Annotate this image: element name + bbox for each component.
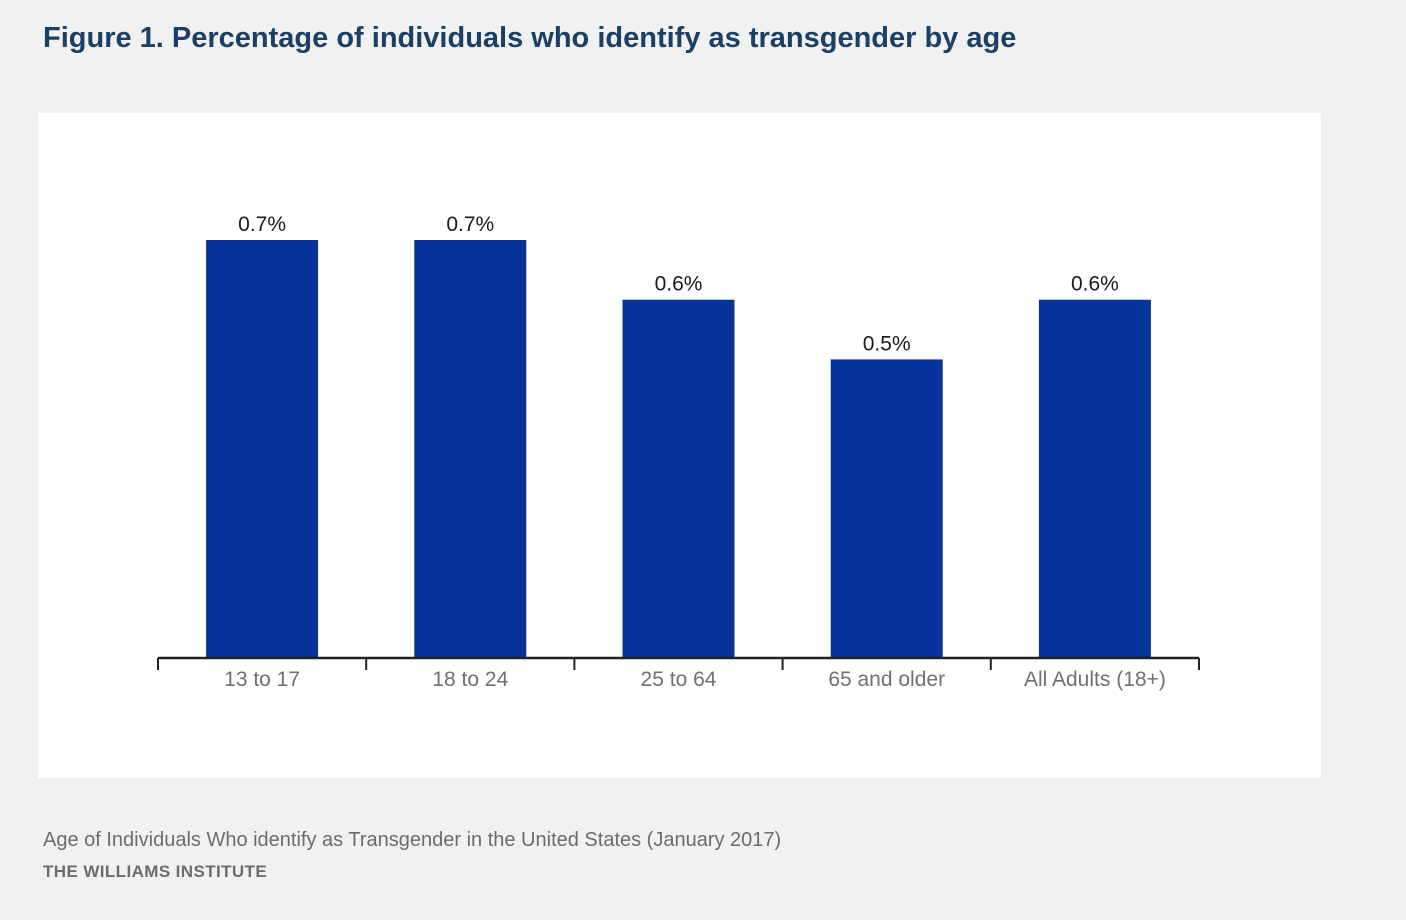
figure-source: THE WILLIAMS INSTITUTE	[43, 862, 268, 881]
bar-value-label: 0.5%	[863, 332, 911, 355]
x-tick-label: 65 and older	[828, 668, 945, 691]
bar-value-label: 0.7%	[238, 213, 286, 236]
x-tick-label: 25 to 64	[641, 668, 717, 691]
bar-5	[1038, 299, 1151, 658]
figure-title: Figure 1. Percentage of individuals who …	[43, 22, 1017, 54]
bar-value-label: 0.6%	[655, 273, 703, 296]
bar-1	[206, 240, 319, 658]
figure-caption: Age of Individuals Who identify as Trans…	[43, 829, 782, 851]
x-tick-label: 18 to 24	[432, 668, 508, 691]
bar-chart: 0.7% 0.7% 0.6% 0.5% 0.6% 13 to 17 18 to 24 25 t…	[157, 213, 1200, 691]
x-tick-label: 13 to 17	[224, 668, 300, 691]
bar-4	[830, 359, 943, 658]
chart-panel: 0.7% 0.7% 0.6% 0.5% 0.6% 13 to 17 18 to 24 25 t…	[38, 113, 1321, 778]
bar-value-label: 0.7%	[446, 213, 494, 236]
bar-2	[414, 240, 527, 658]
x-tick-label: All Adults (18+)	[1024, 668, 1166, 691]
bar-value-label: 0.6%	[1071, 273, 1119, 296]
bar-3	[622, 299, 735, 658]
